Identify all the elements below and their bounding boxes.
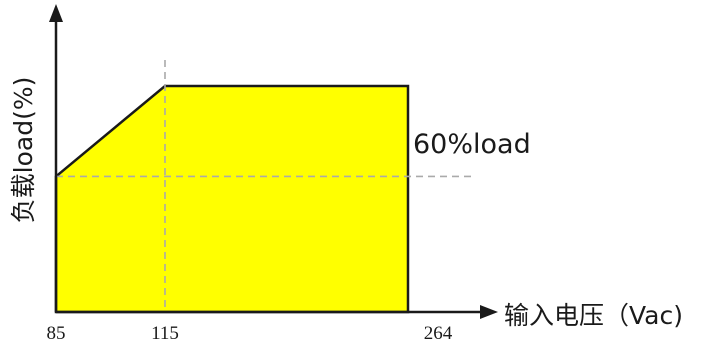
x-tick-115: 115 [151, 323, 179, 344]
x-tick-85: 85 [47, 323, 66, 344]
y-axis-arrow [49, 4, 63, 22]
reference-line-label: 60%load [413, 129, 531, 160]
load-area [54, 84, 410, 314]
x-axis-label: 输入电压（Vac) [504, 301, 683, 330]
y-axis-label: 负载load(%) [9, 77, 38, 224]
x-tick-264: 264 [424, 323, 453, 344]
x-axis-arrow [480, 305, 498, 319]
